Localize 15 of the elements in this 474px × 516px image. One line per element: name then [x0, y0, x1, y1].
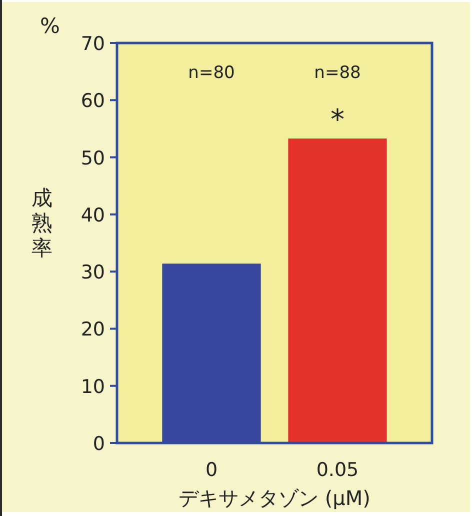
y-tick-label: 50 [80, 147, 105, 170]
annotation: * [330, 103, 344, 136]
y-tick-label: 20 [80, 318, 105, 341]
y-tick-label: 0 [92, 433, 105, 455]
x-tick-label: 0.05 [316, 459, 359, 481]
y-tick-label: 30 [80, 262, 105, 284]
y-tick-label: 70 [80, 33, 105, 55]
annotation: n=88 [314, 63, 361, 83]
y-tick-label: 60 [80, 90, 105, 112]
y-tick-label: 40 [80, 204, 105, 226]
y-axis-title: 成熟率 [32, 186, 52, 260]
annotation: n=80 [188, 63, 235, 83]
text: % [40, 14, 60, 38]
x-axis-title: デキサメタゾン (μM) [178, 486, 370, 510]
y-tick-label: 10 [80, 376, 105, 398]
